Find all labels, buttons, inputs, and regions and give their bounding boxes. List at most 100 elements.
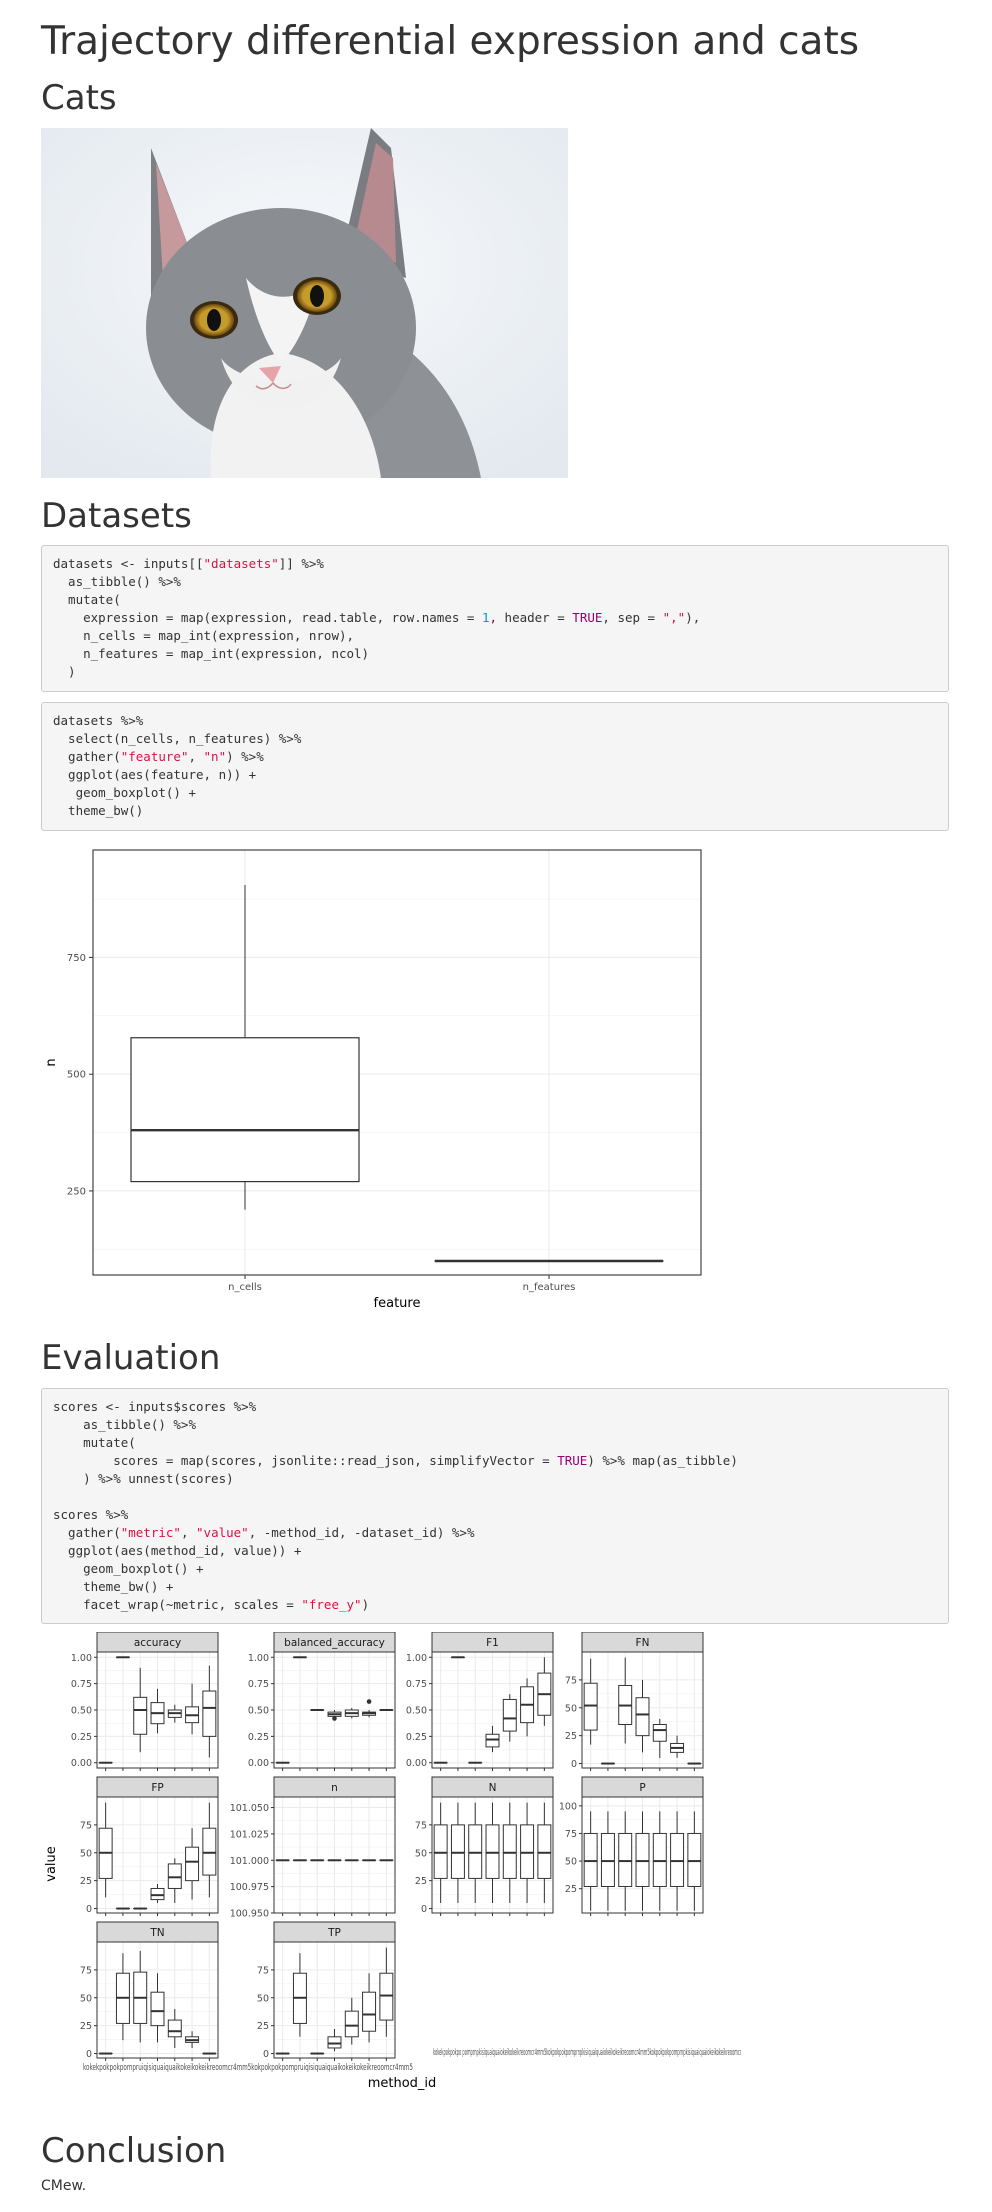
code-token: select(n_cells, n_features) %>%	[53, 731, 302, 746]
code-line: )	[53, 663, 937, 681]
code-token: "free_y"	[301, 1597, 362, 1612]
code-token: as_tibble() %>%	[53, 1417, 196, 1432]
code-token: geom_boxplot() +	[53, 785, 196, 800]
y-tick-label: 25	[565, 1884, 577, 1895]
code-token: TRUE	[557, 1453, 588, 1468]
y-tick-label: 0	[571, 1759, 577, 1770]
y-tick-label: 75	[80, 1965, 92, 1976]
code-token: gather(	[53, 749, 121, 764]
x-tick-label: n_features	[523, 1282, 576, 1293]
code-line: n_features = map_int(expression, ncol)	[53, 645, 937, 663]
code-line: n_cells = map_int(expression, nrow),	[53, 627, 937, 645]
y-tick-label: 50	[80, 1848, 92, 1859]
section-heading-evaluation: Evaluation	[41, 1338, 221, 1378]
facet-FP: FP 0 25 50 75	[80, 1776, 219, 1916]
y-tick-label: 25	[80, 1876, 92, 1887]
code-token: as_tibble() %>%	[53, 574, 181, 589]
y-tick-label: 0	[86, 1904, 92, 1915]
facet-strip-label: FN	[636, 1637, 650, 1649]
box	[379, 1972, 394, 2021]
code-token: n_features = map_int(expression, ncol)	[53, 646, 370, 661]
conclusion-text: CMew.	[41, 2178, 87, 2194]
facet-TN: TN 0 25 50 75	[80, 1921, 219, 2061]
box	[167, 2019, 182, 2038]
code-line: theme_bw() +	[53, 1578, 937, 1596]
box	[687, 1832, 702, 1887]
code-token: ggplot(aes(method_id, value)) +	[53, 1543, 302, 1558]
section-heading-datasets: Datasets	[41, 496, 192, 536]
code-token: "value"	[196, 1525, 249, 1540]
y-tick-label: 50	[80, 1993, 92, 2004]
code-token: ,	[188, 749, 204, 764]
facet-strip-label: accuracy	[134, 1637, 181, 1649]
facet-strip-label: N	[489, 1782, 497, 1794]
code-token: "n"	[203, 749, 227, 764]
code-token: theme_bw()	[53, 803, 144, 818]
code-token: ggplot(aes(feature, n)) +	[53, 767, 257, 782]
code-token: )	[53, 664, 76, 679]
code-line: mutate(	[53, 591, 937, 609]
code-line: theme_bw()	[53, 802, 937, 820]
y-tick-label: 0.25	[71, 1732, 92, 1743]
code-token: expression = map(expression, read.table,…	[53, 610, 482, 625]
code-token: "datasets"	[203, 556, 279, 571]
facet-N: N 0 25 50 75	[415, 1776, 554, 1916]
box-outlier	[332, 1716, 337, 1721]
facet-F1: F1 0.00 0.25 0.50 0.75 1.00	[406, 1632, 554, 1771]
box	[520, 1824, 535, 1879]
y-tick-label: 0.75	[406, 1679, 427, 1690]
code-token: ),	[685, 610, 701, 625]
code-line: mutate(	[53, 1434, 937, 1452]
facet-strip-label: FP	[151, 1782, 163, 1794]
box	[485, 1733, 500, 1748]
y-tick-label: 101.050	[230, 1803, 269, 1814]
facet-strip-label: TP	[327, 1927, 341, 1939]
cat-illustration	[41, 128, 568, 478]
y-tick-label: 0	[263, 2049, 269, 2060]
code-line: datasets %>%	[53, 712, 937, 730]
y-tick-label: 750	[67, 953, 86, 964]
code-token: ) %>%	[226, 749, 264, 764]
y-tick-label: 75	[565, 1675, 577, 1686]
section-heading-cats: Cats	[41, 78, 117, 118]
box	[185, 1846, 200, 1882]
code-line: scores <- inputs$scores %>%	[53, 1398, 937, 1416]
code-line: geom_boxplot() +	[53, 784, 937, 802]
facet-strip-label: n	[331, 1782, 338, 1794]
code-line: select(n_cells, n_features) %>%	[53, 730, 937, 748]
y-tick-label: 0.00	[248, 1758, 269, 1769]
box	[362, 1991, 377, 2032]
box-n_cells	[130, 1037, 360, 1183]
y-tick-label: 0.50	[406, 1706, 427, 1717]
code-line: ) %>% unnest(scores)	[53, 1470, 937, 1488]
y-tick-label: 25	[565, 1731, 577, 1742]
y-tick-label: 0	[86, 2049, 92, 2060]
x-tick-labels-row2: kokekpokpokpo pomprnpkisiquaiquaiokeikok…	[433, 2048, 741, 2058]
y-tick-label: 75	[80, 1820, 92, 1831]
code-token: n_cells = map_int(expression, nrow),	[53, 628, 355, 643]
y-tick-label: 1.00	[406, 1653, 427, 1664]
box	[202, 1690, 217, 1737]
x-axis-title: feature	[374, 1296, 421, 1311]
facet-FN: FN 0 25 50 75	[565, 1632, 704, 1771]
code-token: 1	[481, 610, 490, 625]
cat-photo	[41, 128, 568, 478]
facet-accuracy: accuracy 0.00 0.25 0.50 0.75 1.00	[71, 1632, 219, 1771]
box	[583, 1832, 598, 1887]
code-token: ,	[180, 1525, 197, 1540]
box	[635, 1832, 650, 1887]
y-tick-label: 0.75	[71, 1679, 92, 1690]
code-token: "feature"	[120, 749, 189, 764]
y-tick-label: 0	[421, 1904, 427, 1915]
code-token: geom_boxplot() +	[53, 1561, 204, 1576]
code-line: geom_boxplot() +	[53, 1560, 937, 1578]
box	[600, 1832, 615, 1887]
code-line: gather("metric", "value", -method_id, -d…	[53, 1524, 937, 1542]
code-token: ","	[662, 610, 686, 625]
y-tick-label: 75	[415, 1820, 427, 1831]
facet-n: n 100.950 100.975 101.000 101.025 101.050	[230, 1776, 396, 1920]
y-tick-label: 0.25	[406, 1732, 427, 1743]
box	[537, 1824, 552, 1879]
x-axis-title: method_id	[368, 2076, 437, 2091]
y-tick-label: 75	[565, 1829, 577, 1840]
